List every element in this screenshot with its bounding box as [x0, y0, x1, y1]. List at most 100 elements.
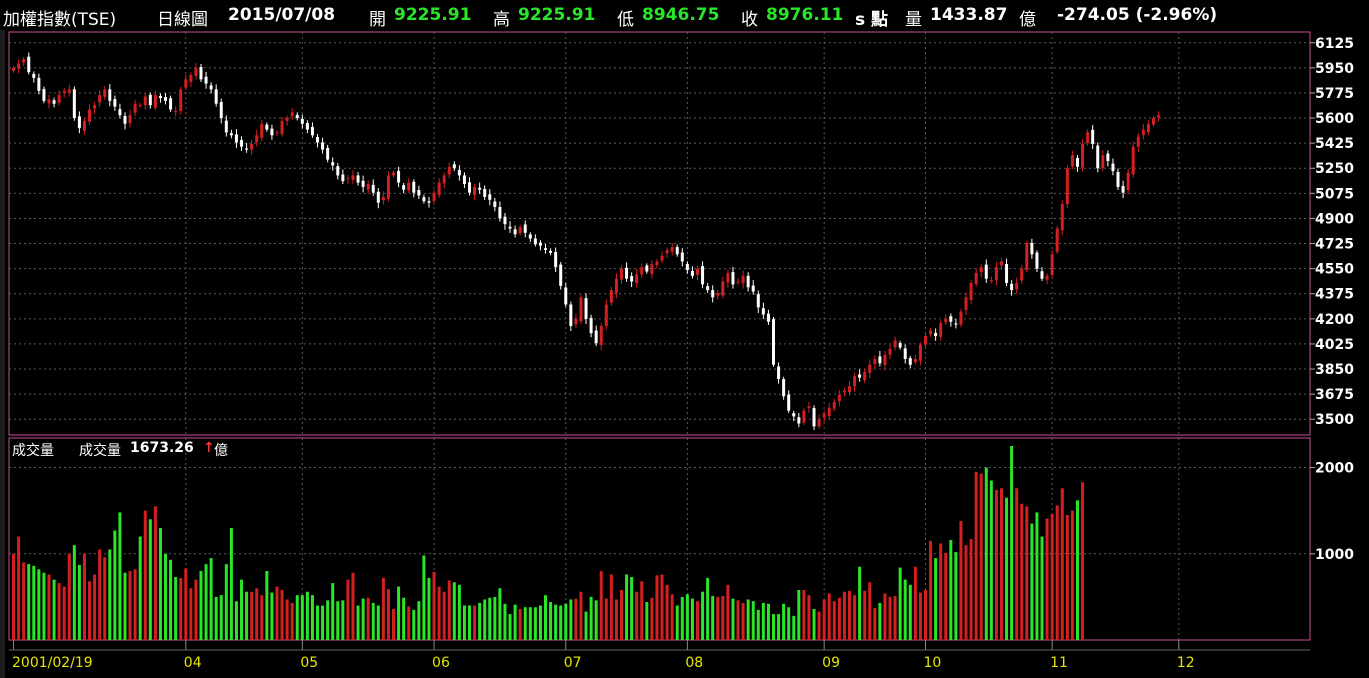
candle-body: [508, 226, 512, 229]
x-tick-label: 2001/02/19: [12, 655, 93, 671]
volume-bar: [518, 608, 522, 640]
candle-body: [37, 77, 41, 91]
candle-body: [533, 238, 537, 245]
candle-body: [883, 354, 887, 366]
volume-bar: [939, 543, 943, 640]
volume-bar: [635, 591, 639, 640]
period-label: 日線圖: [157, 10, 208, 30]
volume-bar: [878, 602, 882, 640]
volume-bar: [437, 586, 441, 640]
candle-body: [1157, 115, 1161, 118]
candle-body: [204, 76, 208, 84]
open-value: 9225.91: [394, 5, 472, 25]
candle-body: [1151, 118, 1155, 125]
volume-bar: [123, 572, 127, 640]
volume-bar: [604, 598, 608, 640]
volume-bar: [964, 545, 968, 640]
candle-body: [52, 100, 56, 104]
candle-body: [635, 274, 639, 284]
quote-header: 加權指數(TSE) 日線圖 2015/07/08 開 9225.91 高 922…: [0, 0, 1369, 30]
volume-bar: [270, 592, 274, 640]
volume-panel-title: 成交量: [12, 443, 54, 459]
candle-body: [295, 114, 299, 119]
candle-body: [832, 402, 836, 409]
volume-bar: [1070, 510, 1074, 640]
volume-bar: [67, 553, 71, 640]
volume-bar: [128, 571, 132, 640]
volume-bar: [695, 601, 699, 640]
volume-bar: [265, 571, 269, 640]
volume-bar: [118, 512, 122, 640]
x-tick-label: 05: [300, 655, 318, 671]
candle-body: [782, 379, 786, 397]
y-tick-label: 4550: [1315, 262, 1354, 278]
candle-body: [174, 110, 178, 112]
candle-body: [1005, 264, 1009, 283]
volume-bar: [412, 609, 416, 640]
candle-body: [184, 79, 188, 88]
candle-body: [822, 413, 826, 418]
volume-bar: [949, 539, 953, 640]
volume-bar: [792, 615, 796, 640]
candle-body: [82, 120, 86, 131]
candle-body: [331, 162, 335, 166]
volume-bar: [797, 589, 801, 640]
y-tick-label: 5075: [1315, 186, 1354, 202]
volume-bar: [442, 591, 446, 640]
candle-body: [792, 413, 796, 417]
candle-body: [1146, 123, 1150, 133]
candle-body: [260, 123, 264, 138]
x-tick-label: 09: [822, 655, 840, 671]
candle-body: [549, 250, 553, 253]
volume-bar: [1020, 503, 1024, 640]
candle-body: [893, 340, 897, 348]
volume-bar: [777, 614, 781, 640]
candle-body: [1075, 157, 1079, 167]
y-tick-label: 3850: [1315, 362, 1354, 378]
volume-bar: [1025, 506, 1029, 640]
volume-bar: [452, 582, 456, 640]
volume-bar: [47, 574, 51, 640]
candle-body: [929, 330, 933, 335]
volume-bar: [402, 597, 406, 640]
volume-bar: [204, 564, 208, 640]
candle-body: [873, 358, 877, 364]
candle-body: [199, 66, 203, 80]
candle-body: [974, 272, 978, 284]
volume-bar: [240, 579, 244, 640]
candle-body: [108, 89, 112, 101]
candle-body: [346, 178, 350, 180]
candle-body: [305, 122, 309, 130]
candle-body: [918, 344, 922, 361]
volume-bar: [589, 596, 593, 640]
volume-bar: [22, 562, 26, 640]
volume-bar: [1055, 505, 1059, 640]
candle-body: [1101, 155, 1105, 169]
volume-bar: [88, 581, 92, 640]
candle-body: [711, 290, 715, 298]
volume-bar: [143, 510, 147, 640]
candle-body: [544, 248, 548, 250]
volume-bar: [341, 600, 345, 640]
volume-bar: [148, 519, 152, 640]
volume-bar: [1075, 500, 1079, 640]
volume-bar: [766, 603, 770, 640]
candle-body: [721, 281, 725, 296]
candle-body: [802, 410, 806, 423]
volume-bar: [853, 595, 857, 640]
candle-body: [604, 304, 608, 327]
candle-body: [113, 99, 117, 107]
candle-body: [412, 181, 416, 193]
volume-bar: [787, 607, 791, 640]
volume-bar: [407, 606, 411, 640]
candle-body: [473, 186, 477, 196]
candle-body: [179, 89, 183, 111]
candle-body: [255, 135, 259, 143]
volume-bar: [706, 577, 710, 640]
candle-body: [569, 304, 573, 327]
volume-bar: [721, 596, 725, 640]
volume-bar: [614, 599, 618, 640]
candle-body: [949, 316, 953, 322]
volume-bar: [42, 572, 46, 640]
volume-bar: [376, 605, 380, 640]
